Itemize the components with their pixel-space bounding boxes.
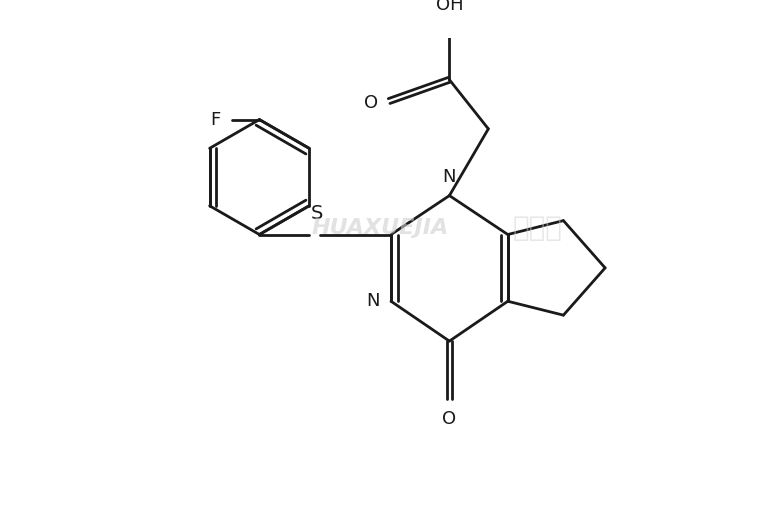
Text: S: S bbox=[310, 204, 323, 224]
Text: 化学加: 化学加 bbox=[512, 214, 562, 242]
Text: N: N bbox=[366, 292, 380, 310]
Text: O: O bbox=[442, 410, 456, 428]
Text: N: N bbox=[443, 168, 456, 186]
Text: O: O bbox=[364, 94, 378, 112]
Text: OH: OH bbox=[435, 0, 463, 14]
Text: HUAXUEJIA: HUAXUEJIA bbox=[311, 218, 448, 238]
Text: F: F bbox=[210, 111, 220, 128]
